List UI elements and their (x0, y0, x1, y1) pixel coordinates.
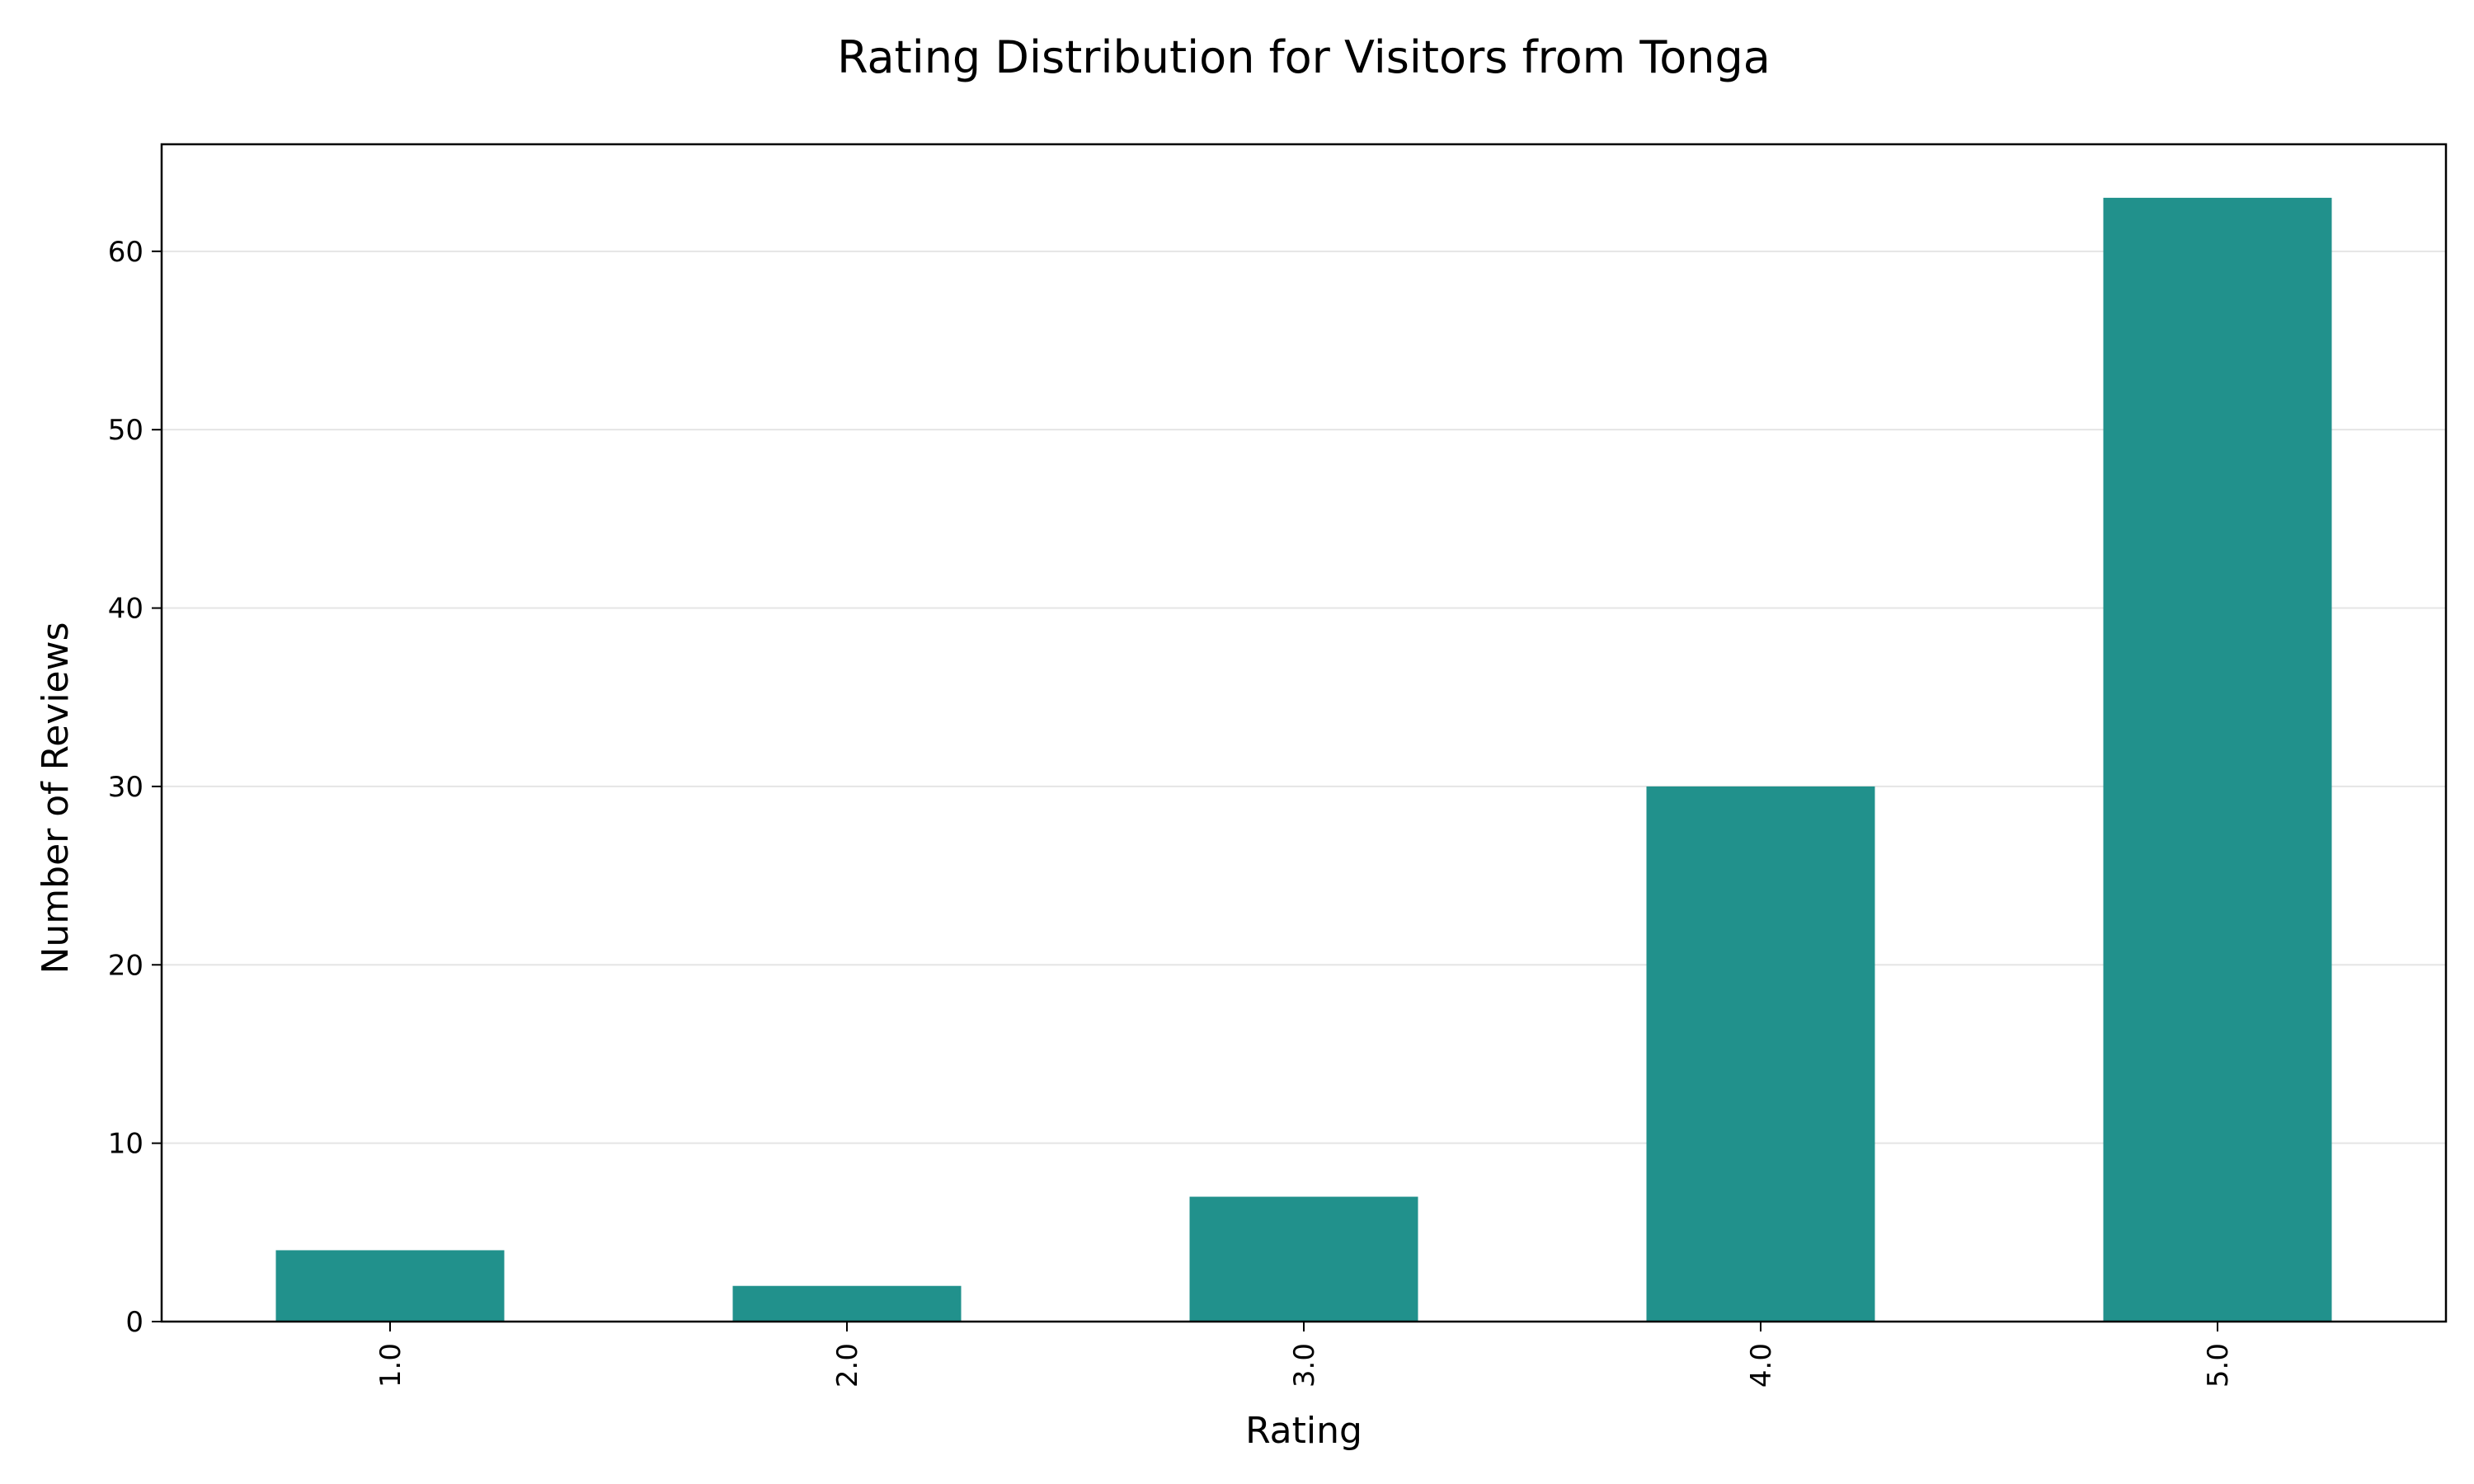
x-tick-label: 2.0 (831, 1343, 864, 1388)
x-axis-label: Rating (1245, 1410, 1362, 1452)
y-tick-label: 50 (108, 414, 143, 447)
chart-title: Rating Distribution for Visitors from To… (837, 31, 1771, 83)
bar-rating-1.0 (275, 1250, 505, 1322)
y-tick-label: 60 (108, 236, 143, 269)
bar-rating-5.0 (2103, 197, 2332, 1322)
y-tick-label: 40 (108, 593, 143, 626)
gridlines (162, 250, 2446, 1322)
y-axis-ticks: 0 10 20 30 40 50 60 (108, 236, 162, 1339)
bar-rating-3.0 (1189, 1196, 1418, 1322)
bar-rating-4.0 (1646, 786, 1875, 1322)
y-tick-label: 30 (108, 771, 143, 804)
x-tick-label: 5.0 (2202, 1343, 2235, 1388)
x-tick-label: 4.0 (1745, 1343, 1778, 1388)
y-tick-label: 0 (125, 1306, 143, 1339)
bars (275, 197, 2332, 1322)
y-tick-label: 10 (108, 1128, 143, 1161)
y-tick-label: 20 (108, 949, 143, 982)
x-axis-ticks: 1.0 2.0 3.0 4.0 5.0 (374, 1322, 2235, 1388)
x-tick-label: 1.0 (374, 1343, 407, 1388)
x-tick-label: 3.0 (1288, 1343, 1321, 1388)
bar-rating-2.0 (732, 1285, 962, 1322)
y-axis-label: Number of Reviews (35, 622, 77, 974)
